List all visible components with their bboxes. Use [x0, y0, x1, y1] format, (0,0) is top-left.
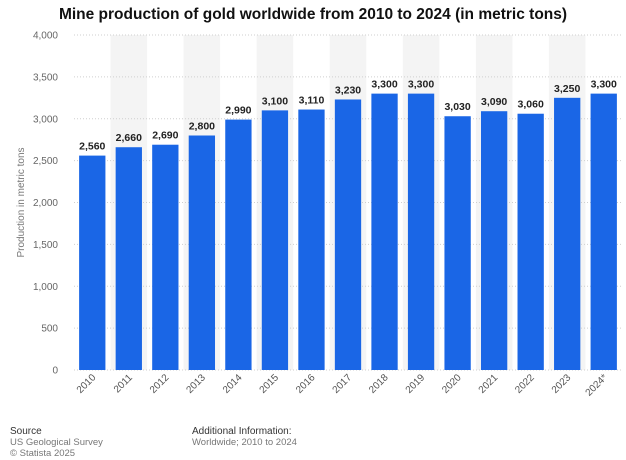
data-label: 3,030 — [444, 101, 470, 113]
x-tick-label: 2016 — [294, 372, 318, 396]
bar — [480, 111, 508, 371]
copyright: © Statista 2025 — [10, 448, 76, 459]
data-labels: 2,560 2,660 2,690 2,800 2,990 3,100 3,110 3,230… — [79, 79, 617, 153]
y-tick-label: 0 — [52, 366, 58, 377]
data-label: 2,660 — [116, 132, 142, 144]
data-label: 2,690 — [152, 130, 178, 142]
bar — [517, 113, 544, 370]
x-tick-label: 2015 — [258, 372, 282, 396]
x-tick-label: 2014 — [221, 372, 245, 396]
bar — [225, 119, 252, 371]
bar — [407, 93, 435, 370]
bar — [298, 109, 325, 370]
y-tick-label: 3,500 — [33, 72, 58, 83]
data-label: 3,060 — [518, 99, 544, 111]
x-tick-label: 2021 — [477, 372, 501, 396]
bar — [152, 144, 179, 370]
y-axis-label: Production in metric tons — [16, 147, 27, 257]
data-label: 3,230 — [335, 84, 361, 96]
data-label: 3,250 — [554, 83, 580, 95]
y-tick-label: 4,000 — [33, 31, 58, 42]
y-tick-label: 1,000 — [33, 282, 58, 293]
x-tick-label: 2013 — [184, 372, 208, 396]
data-label: 3,100 — [262, 95, 288, 107]
data-label: 3,110 — [299, 95, 325, 107]
data-label: 3,300 — [591, 79, 617, 91]
x-tick-label: 2020 — [440, 372, 464, 396]
x-tick-label: 2023 — [550, 372, 574, 396]
bar — [444, 116, 471, 370]
source-heading: Source — [10, 426, 42, 437]
bar — [590, 93, 617, 370]
y-tick-label: 2,000 — [33, 198, 58, 209]
bars — [79, 93, 617, 371]
x-tick-label: 2018 — [367, 372, 391, 396]
source-block: Source US Geological Survey © Statista 2… — [10, 426, 103, 459]
chart-title: Mine production of gold worldwide from 2… — [58, 6, 568, 23]
y-tick-label: 2,500 — [33, 156, 58, 167]
x-tick-label: 2010 — [75, 372, 99, 396]
y-tick-label: 1,500 — [33, 240, 58, 251]
data-label: 2,560 — [79, 141, 105, 153]
x-axis-ticks: 2010 2011 2012 2013 2014 2015 2016 2017 2018 2019… — [75, 372, 610, 399]
bar — [188, 135, 216, 370]
bar — [79, 155, 106, 370]
bar — [554, 97, 581, 370]
additional-info-text: Worldwide; 2010 to 2024 — [192, 437, 297, 448]
bar — [115, 147, 142, 370]
y-tick-label: 500 — [41, 324, 58, 335]
x-tick-label: 2019 — [404, 372, 428, 396]
data-label: 2,990 — [225, 105, 251, 117]
bar — [334, 99, 362, 371]
data-label: 3,300 — [408, 79, 434, 91]
y-tick-label: 3,000 — [33, 114, 58, 125]
data-label: 2,800 — [189, 121, 215, 133]
x-tick-label: 2017 — [331, 372, 355, 396]
x-tick-label: 2022 — [513, 372, 537, 396]
data-label: 3,300 — [371, 79, 397, 91]
bar — [261, 110, 289, 370]
source-name: US Geological Survey — [10, 437, 103, 448]
data-label: 3,090 — [481, 96, 507, 108]
bar — [371, 93, 398, 370]
y-axis-ticks: 0 500 1,000 1,500 2,000 2,500 3,000 3,500 4,000 — [33, 31, 58, 377]
additional-info-heading: Additional Information: — [192, 426, 292, 437]
additional-info-block: Additional Information: Worldwide; 2010 … — [192, 426, 297, 448]
x-tick-label: 2011 — [112, 372, 135, 395]
x-tick-label: 2024* — [584, 372, 610, 398]
x-tick-label: 2012 — [148, 372, 172, 396]
